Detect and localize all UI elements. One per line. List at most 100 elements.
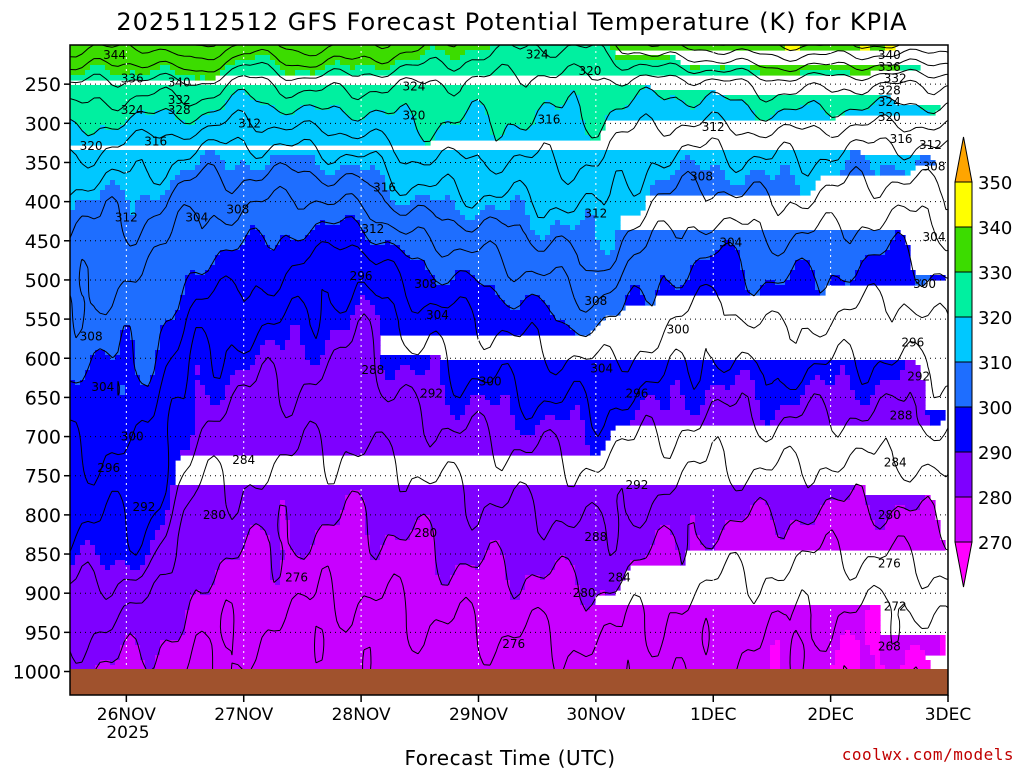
field-cell xyxy=(70,70,86,76)
field-cell xyxy=(535,230,551,236)
x-tick-label: 30NOV xyxy=(566,705,625,725)
field-cell xyxy=(70,490,171,496)
field-cell xyxy=(525,200,646,206)
field-cell xyxy=(585,210,591,216)
field-cell xyxy=(70,270,191,276)
field-cell xyxy=(655,180,731,186)
field-cell xyxy=(800,45,861,51)
field-cell xyxy=(415,115,466,121)
field-cell xyxy=(690,530,696,536)
field-cell xyxy=(645,555,681,561)
field-cell xyxy=(285,70,296,76)
field-cell xyxy=(570,325,596,331)
field-cell xyxy=(595,235,616,241)
field-cell xyxy=(565,320,601,326)
field-cell xyxy=(880,655,906,661)
y-tick-label: 450 xyxy=(25,231,61,253)
field-cell xyxy=(125,325,131,331)
contour-label: 312 xyxy=(238,116,261,130)
field-cell xyxy=(795,180,816,186)
field-cell xyxy=(890,510,936,516)
field-cell xyxy=(905,365,921,371)
field-cell xyxy=(290,545,311,551)
field-cell xyxy=(150,195,161,201)
field-cell xyxy=(120,645,141,651)
field-cell xyxy=(70,485,171,491)
field-cell xyxy=(140,655,156,661)
field-cell xyxy=(365,520,416,526)
field-cell xyxy=(300,105,316,111)
field-cell xyxy=(265,530,281,536)
field-cell xyxy=(70,465,176,471)
field-cell xyxy=(640,405,661,411)
field-cell xyxy=(270,565,281,571)
field-cell xyxy=(690,525,696,531)
field-cell xyxy=(670,175,726,181)
field-cell xyxy=(160,645,771,651)
field-cell xyxy=(290,525,321,531)
field-cell xyxy=(860,650,871,656)
field-cell xyxy=(310,230,366,236)
field-cell xyxy=(70,330,121,336)
field-cell xyxy=(270,555,286,561)
field-cell xyxy=(205,385,226,391)
field-cell xyxy=(300,555,306,561)
field-cell xyxy=(320,525,366,531)
field-cell xyxy=(380,330,576,336)
field-cell xyxy=(535,110,581,116)
field-cell xyxy=(695,260,741,266)
contour-label: 292 xyxy=(420,386,443,400)
field-cell xyxy=(565,100,581,106)
x-tick-label: 2DEC xyxy=(807,705,854,725)
colorbar-swatch xyxy=(954,316,973,363)
colorbar-top-arrow xyxy=(954,136,973,183)
field-cell xyxy=(135,205,456,211)
contour-336 xyxy=(70,45,948,62)
field-cell xyxy=(370,300,506,306)
field-cell xyxy=(170,65,226,71)
field-cell xyxy=(790,165,846,171)
field-cell xyxy=(775,640,781,646)
field-cell xyxy=(275,60,336,66)
field-cell xyxy=(290,335,301,341)
field-cell xyxy=(70,435,191,441)
field-cell xyxy=(440,380,676,386)
field-cell xyxy=(530,220,556,226)
field-cell xyxy=(285,340,301,346)
field-cell xyxy=(560,105,581,111)
field-cell xyxy=(195,430,521,436)
contour-label: 284 xyxy=(608,571,631,585)
field-cell xyxy=(680,555,686,561)
field-cell xyxy=(220,400,446,406)
field-cell xyxy=(770,650,781,656)
field-cell xyxy=(195,165,226,171)
field-cell xyxy=(500,545,651,551)
field-cell xyxy=(140,565,221,571)
field-cell xyxy=(505,130,586,136)
field-cell xyxy=(280,560,436,566)
contour-label: 308 xyxy=(414,277,437,291)
field-cell xyxy=(665,275,691,281)
field-cell xyxy=(70,660,101,666)
field-cell xyxy=(280,525,291,531)
field-cell xyxy=(280,515,286,521)
field-cell xyxy=(905,650,926,656)
field-cell xyxy=(255,225,316,231)
field-cell xyxy=(545,415,556,421)
field-cell xyxy=(210,585,511,591)
field-cell xyxy=(395,110,411,116)
field-cell xyxy=(705,400,761,406)
field-cell xyxy=(595,220,621,226)
field-cell xyxy=(410,530,436,536)
field-cell xyxy=(360,490,851,496)
field-cell xyxy=(260,525,281,531)
field-cell xyxy=(105,125,121,131)
field-cell xyxy=(470,400,491,406)
field-cell xyxy=(395,370,416,376)
field-cell xyxy=(725,170,751,176)
field-cell xyxy=(300,325,351,331)
field-cell xyxy=(870,510,891,516)
field-cell xyxy=(580,110,611,116)
field-cell xyxy=(70,230,251,236)
field-cell xyxy=(70,55,256,61)
